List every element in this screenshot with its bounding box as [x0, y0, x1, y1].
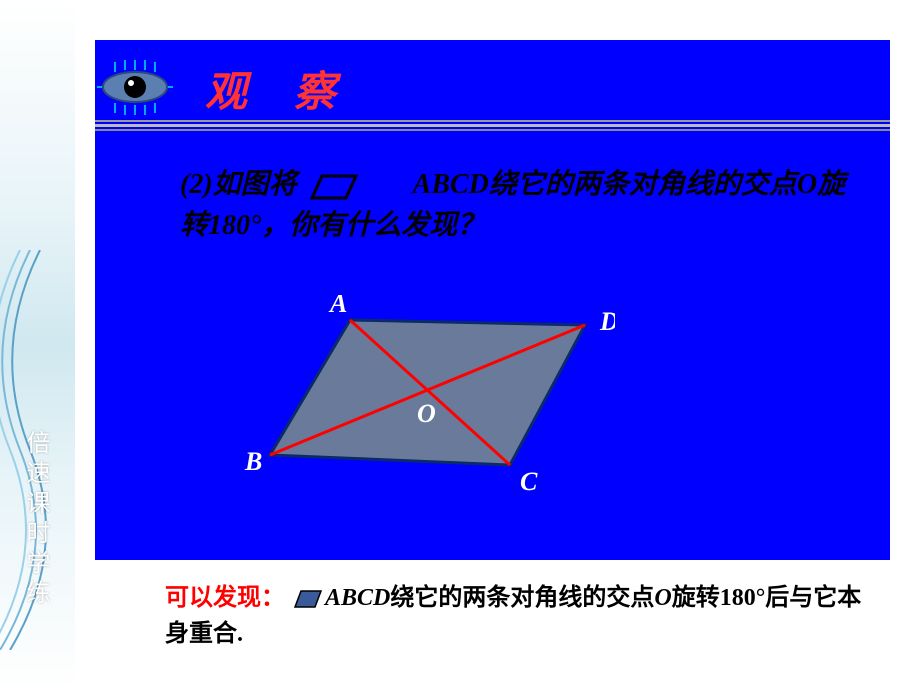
svg-text:O: O — [417, 399, 436, 428]
svg-text:D: D — [599, 307, 615, 336]
question-o: O — [797, 169, 817, 200]
main-blue-panel: 观 察 (2)如图将 ABCD绕它的两条对角线的交点O旋转180°，你有什么发现… — [95, 40, 890, 560]
question-prefix: (2)如图将 — [180, 169, 297, 200]
svg-text:A: A — [328, 295, 347, 318]
conclusion-o: O — [654, 585, 671, 611]
title-underline — [95, 120, 890, 132]
section-title: 观 察 — [205, 58, 354, 119]
conclusion-abcd: ABCD — [325, 585, 390, 611]
inline-parallelogram-icon — [294, 590, 322, 608]
question-text: (2)如图将 ABCD绕它的两条对角线的交点O旋转180°，你有什么发现？ — [180, 165, 860, 246]
svg-text:B: B — [244, 447, 262, 476]
conclusion-text: 可以发现： ABCD绕它的两条对角线的交点O旋转180°后与它本身重合. — [165, 580, 885, 652]
question-mid: 绕它的两条对角线的交点 — [489, 169, 797, 200]
side-vertical-text: 倍速课时学练 — [18, 430, 53, 610]
eye-icon — [95, 60, 185, 115]
question-abcd: ABCD — [413, 169, 489, 200]
conclusion-rest1: 绕它的两条对角线的交点 — [390, 585, 654, 611]
parallelogram-diagram: A B C D O — [175, 295, 615, 515]
parallelogram-symbol-icon — [310, 174, 358, 200]
svg-text:C: C — [520, 467, 538, 496]
conclusion-highlight: 可以发现： — [165, 585, 285, 611]
